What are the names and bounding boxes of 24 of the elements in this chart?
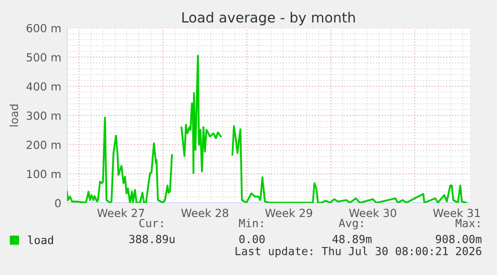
chart-title: Load average - by month — [182, 12, 355, 26]
x-tick-label: Week 27 — [97, 208, 144, 218]
x-tick-label: Week 29 — [265, 208, 312, 218]
legend-label: load — [28, 236, 53, 244]
x-tick-label: Week 30 — [349, 208, 396, 218]
y-tick-label: 200 m — [26, 140, 60, 150]
text: 48.89m — [332, 234, 372, 244]
y-tick-label: 0 — [55, 198, 61, 208]
text: 0.00 — [239, 234, 265, 244]
y-axis-title: load — [10, 104, 18, 126]
y-tick-label: 400 m — [26, 82, 60, 91]
text: Avg: — [338, 218, 363, 230]
x-tick-label: Week 28 — [181, 208, 228, 218]
text: Min: — [239, 218, 263, 228]
text: Cur: — [139, 218, 163, 228]
y-tick-label: 300 m — [26, 111, 60, 120]
y-tick-label: 500 m — [26, 53, 60, 62]
y-tick-label: 600 m — [26, 24, 60, 32]
text: 388.89u — [129, 234, 174, 244]
text: Last update: Thu Jul 30 08:00:21 2026 — [236, 246, 482, 258]
text: 908.00m — [436, 234, 482, 244]
text: Max: — [456, 218, 480, 228]
y-tick-label: 100 m — [27, 170, 60, 178]
x-tick-label: Week 31 — [433, 208, 480, 218]
